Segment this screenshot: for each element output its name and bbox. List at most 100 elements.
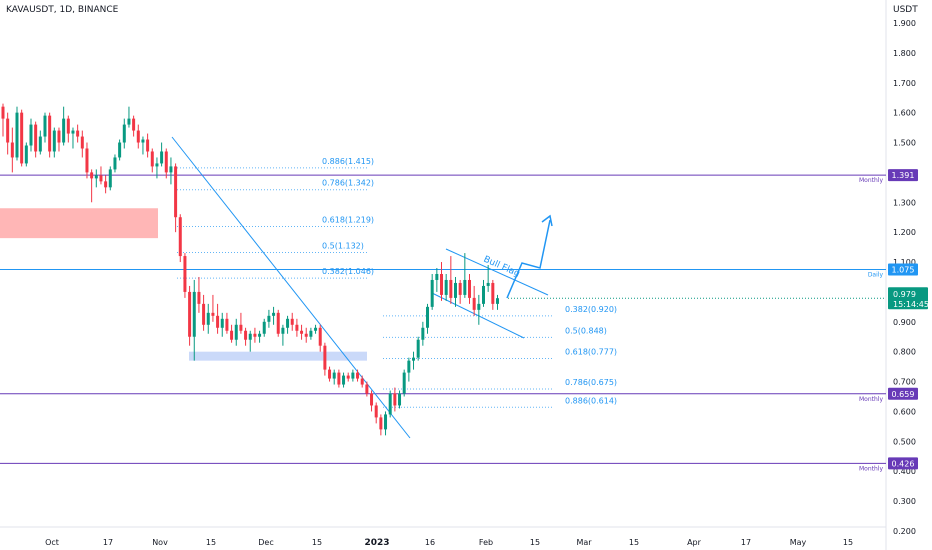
supply-zone[interactable] xyxy=(0,208,158,239)
candle[interactable] xyxy=(244,327,248,346)
candle[interactable] xyxy=(454,276,458,307)
candle[interactable] xyxy=(62,106,66,146)
downtrend-line[interactable] xyxy=(171,136,411,439)
candle[interactable] xyxy=(486,265,490,292)
candle[interactable] xyxy=(370,390,374,412)
candle[interactable] xyxy=(248,330,252,352)
candle[interactable] xyxy=(15,106,19,161)
candle[interactable] xyxy=(220,312,224,337)
candle[interactable] xyxy=(290,312,294,331)
candle[interactable] xyxy=(477,294,481,325)
candle[interactable] xyxy=(253,327,257,343)
candle[interactable] xyxy=(155,157,159,179)
candle[interactable] xyxy=(374,402,378,424)
candle[interactable] xyxy=(332,369,336,385)
candle[interactable] xyxy=(71,127,75,149)
candle[interactable] xyxy=(472,285,476,316)
candle[interactable] xyxy=(258,330,262,343)
candle[interactable] xyxy=(29,118,33,152)
candle[interactable] xyxy=(276,309,280,337)
candle[interactable] xyxy=(337,369,341,388)
candle[interactable] xyxy=(262,318,266,337)
flag-lower-line[interactable] xyxy=(431,292,525,339)
projection-path[interactable] xyxy=(506,219,551,299)
candle[interactable] xyxy=(94,169,98,188)
candle[interactable] xyxy=(38,130,42,155)
candle[interactable] xyxy=(127,106,131,128)
candle[interactable] xyxy=(104,175,108,194)
candle[interactable] xyxy=(272,306,276,325)
candle[interactable] xyxy=(407,357,411,382)
candle[interactable] xyxy=(10,127,14,173)
candle[interactable] xyxy=(57,127,61,152)
candle[interactable] xyxy=(412,351,416,370)
candle[interactable] xyxy=(202,294,206,331)
candle[interactable] xyxy=(6,112,10,155)
candle[interactable] xyxy=(108,166,112,191)
candle[interactable] xyxy=(169,157,173,185)
candle[interactable] xyxy=(384,411,388,436)
candle[interactable] xyxy=(90,169,94,203)
candle[interactable] xyxy=(365,381,369,397)
candle[interactable] xyxy=(402,369,406,397)
candle[interactable] xyxy=(24,142,28,167)
candle[interactable] xyxy=(430,273,434,310)
candle[interactable] xyxy=(356,369,360,382)
candle[interactable] xyxy=(160,142,164,167)
candle[interactable] xyxy=(267,309,271,328)
candle[interactable] xyxy=(342,372,346,388)
candle[interactable] xyxy=(463,253,467,298)
candle[interactable] xyxy=(458,279,462,304)
candle[interactable] xyxy=(52,127,56,158)
candle[interactable] xyxy=(132,115,136,137)
candle[interactable] xyxy=(440,262,444,301)
candle[interactable] xyxy=(379,414,383,436)
candle[interactable] xyxy=(34,121,38,158)
candle[interactable] xyxy=(43,112,47,143)
candle[interactable] xyxy=(468,273,471,304)
candle[interactable] xyxy=(216,303,220,334)
candle[interactable] xyxy=(99,166,103,185)
candle[interactable] xyxy=(20,109,24,167)
candle[interactable] xyxy=(239,312,243,334)
candle[interactable] xyxy=(398,390,402,409)
candle[interactable] xyxy=(328,366,332,382)
candle[interactable] xyxy=(346,372,350,382)
candle[interactable] xyxy=(416,336,420,361)
candle[interactable] xyxy=(449,256,453,304)
candle[interactable] xyxy=(76,124,80,143)
candle[interactable] xyxy=(286,315,290,334)
candle[interactable] xyxy=(323,342,327,376)
candle[interactable] xyxy=(360,375,364,388)
candle[interactable] xyxy=(421,321,425,346)
candle[interactable] xyxy=(178,214,182,263)
candle[interactable] xyxy=(393,387,397,412)
candle[interactable] xyxy=(225,312,229,334)
candle[interactable] xyxy=(174,163,178,233)
candle[interactable] xyxy=(188,285,192,346)
candle[interactable] xyxy=(136,124,140,149)
candle[interactable] xyxy=(85,142,89,179)
candle[interactable] xyxy=(314,324,318,334)
candle[interactable] xyxy=(183,253,187,298)
demand-zone[interactable] xyxy=(189,351,367,361)
candle[interactable] xyxy=(122,118,126,149)
candle[interactable] xyxy=(118,139,122,161)
candle[interactable] xyxy=(309,327,313,340)
candle[interactable] xyxy=(388,390,392,418)
candle[interactable] xyxy=(426,303,430,334)
candle[interactable] xyxy=(304,327,308,343)
candle[interactable] xyxy=(481,279,485,307)
candle[interactable] xyxy=(300,324,304,340)
candle[interactable] xyxy=(192,279,196,361)
candle[interactable] xyxy=(351,369,355,382)
candle[interactable] xyxy=(211,294,215,322)
candle[interactable] xyxy=(495,294,499,310)
candle[interactable] xyxy=(206,303,210,334)
candle[interactable] xyxy=(197,276,201,313)
candle[interactable] xyxy=(150,148,154,173)
candle[interactable] xyxy=(80,130,84,158)
candle[interactable] xyxy=(141,136,145,155)
candle[interactable] xyxy=(230,324,234,343)
